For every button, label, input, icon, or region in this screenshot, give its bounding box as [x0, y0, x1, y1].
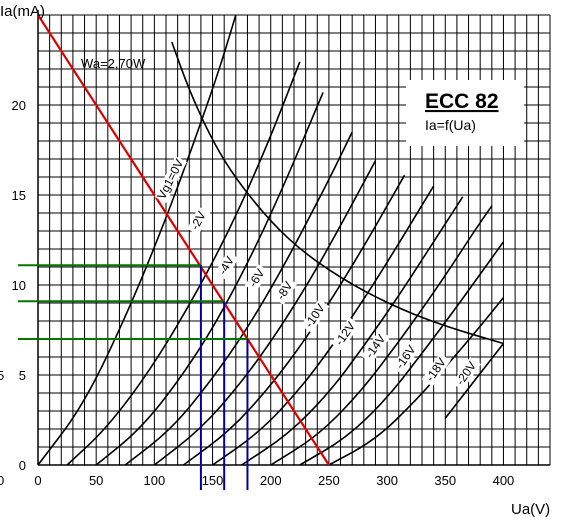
y-tick-label: 0 — [19, 458, 26, 473]
x-tick-label: 350 — [434, 473, 456, 488]
curve-Vg10V — [38, 15, 237, 465]
x-tick-label: 200 — [260, 473, 282, 488]
operating-point-lines — [18, 264, 249, 490]
curve-label-bg — [421, 353, 451, 387]
curve-2V — [66, 61, 301, 465]
curve-label-bg — [244, 264, 270, 293]
load-line — [38, 15, 330, 465]
curve-18V — [299, 241, 505, 465]
chart-subtitle: Ia=f(Ua) — [425, 117, 476, 133]
x-tick-label: 50 — [89, 473, 103, 488]
curve-6V — [124, 131, 353, 465]
title-box: ECC 82 Ia=f(Ua) — [406, 80, 524, 146]
left-edge-label: 0 — [0, 473, 4, 488]
title-box-bg — [406, 80, 524, 146]
curve-8V — [153, 160, 377, 465]
x-axis-label: Ua(V) — [511, 501, 550, 518]
curve-label-group: Vg1=0V — [154, 156, 187, 203]
x-tick-label: 250 — [318, 473, 340, 488]
curve-label-group: -20V — [451, 356, 481, 391]
curve-16V — [270, 205, 493, 465]
curve-label-group: -4V — [214, 251, 239, 280]
y-tick-label: 20 — [12, 98, 26, 113]
curve-label-bg — [330, 317, 360, 351]
curve-label-bg — [272, 276, 298, 305]
curve-label-bg — [451, 356, 481, 391]
x-tick-label: 300 — [376, 473, 398, 488]
curves — [38, 15, 505, 465]
x-tick-label: 400 — [493, 473, 515, 488]
y-tick-label: 15 — [12, 188, 26, 203]
curve-label-bg — [361, 329, 391, 364]
curve-label-bg — [187, 206, 211, 235]
y-tick-label: 5 — [19, 368, 26, 383]
x-tick-label: 100 — [144, 473, 166, 488]
chart-title: ECC 82 — [425, 90, 499, 113]
curve-segment — [444, 343, 505, 419]
left-edge-label: 5 — [0, 368, 4, 383]
x-tick-label: 150 — [202, 473, 224, 488]
curve-label-bg — [154, 156, 187, 203]
curve-14V — [241, 196, 464, 465]
x-tick-label: 0 — [34, 473, 41, 488]
y-tick-label: 10 — [12, 278, 26, 293]
curve-label-bg — [300, 299, 330, 333]
curve-label-group: -18V — [421, 353, 451, 387]
curve-Wa270W — [171, 41, 504, 345]
curve-label-bg — [391, 340, 421, 375]
curve-4V — [95, 92, 324, 465]
grid — [37, 14, 551, 466]
curve-label-group: -10V — [300, 299, 330, 333]
y-axis-label: Ia(mA) — [0, 3, 45, 20]
curve-12V — [212, 185, 435, 465]
power-annotation: Wa=2,70W — [81, 56, 146, 71]
curve-label-bg — [214, 251, 239, 280]
curve-label-group: -12V — [330, 317, 360, 351]
